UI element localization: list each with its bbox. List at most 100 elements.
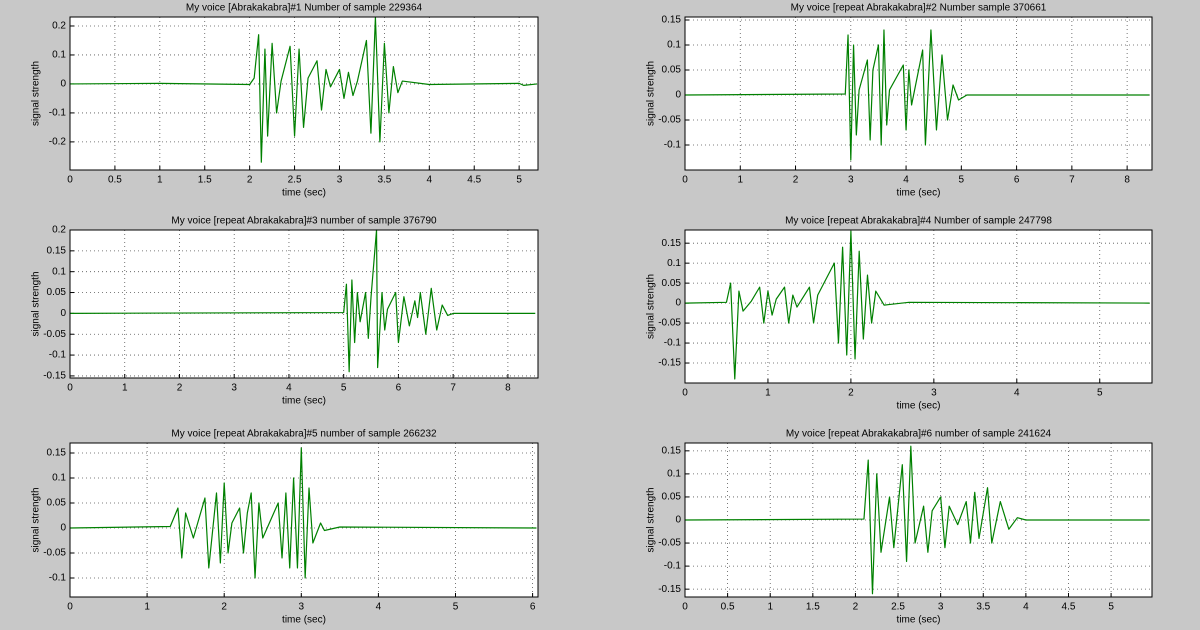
chart-title: My voice [Abrakakabra]#1 Number of sampl… — [186, 3, 423, 14]
x-tick-label: 4 — [1014, 388, 1020, 399]
plot-frame — [684, 229, 1153, 384]
x-tick-label: 7 — [1069, 175, 1075, 186]
plot-frame — [69, 16, 539, 171]
x-tick-label: 6 — [1014, 175, 1020, 186]
x-tick-label: 0 — [67, 383, 73, 394]
x-axis-label: time (sec) — [897, 401, 941, 412]
y-axis-label: signal strength — [31, 487, 42, 552]
y-tick-label: -0.05 — [43, 548, 66, 559]
y-tick-label: 0.05 — [662, 278, 682, 289]
y-tick-label: -0.1 — [49, 573, 67, 584]
y-tick-label: -0.05 — [658, 115, 681, 126]
y-tick-label: -0.1 — [664, 140, 682, 151]
y-tick-label: 0.05 — [47, 498, 67, 509]
x-tick-label: 1 — [122, 383, 128, 394]
x-tick-label: 1 — [144, 602, 150, 613]
x-tick-label: 0.5 — [108, 175, 122, 186]
y-tick-label: 0 — [675, 90, 681, 101]
y-tick-label: -0.1 — [664, 338, 682, 349]
x-tick-label: 5 — [1108, 602, 1114, 613]
y-tick-label: 0.1 — [52, 473, 66, 484]
plot-frame — [684, 16, 1153, 171]
waveform — [684, 445, 1150, 595]
y-tick-label: 0.1 — [667, 40, 681, 51]
x-tick-label: 0.5 — [721, 602, 735, 613]
x-tick-label: 4 — [1023, 602, 1029, 613]
x-tick-label: 0 — [67, 602, 73, 613]
x-tick-label: 1 — [765, 388, 771, 399]
x-tick-label: 3.5 — [377, 175, 391, 186]
x-tick-label: 6 — [530, 602, 536, 613]
y-tick-label: 0 — [675, 298, 681, 309]
x-tick-label: 1 — [767, 602, 773, 613]
x-tick-label: 3 — [848, 175, 854, 186]
y-tick-label: 0 — [60, 523, 66, 534]
waveform — [684, 29, 1150, 161]
x-axis-label: time (sec) — [897, 188, 941, 199]
x-tick-label: 2 — [221, 602, 227, 613]
y-tick-label: -0.2 — [49, 137, 67, 148]
y-tick-label: -0.1 — [49, 350, 67, 361]
chart-title: My voice [repeat Abrakakabra]#4 Number o… — [785, 216, 1052, 227]
y-tick-label: 0.05 — [47, 287, 67, 298]
waveform — [69, 229, 536, 373]
x-tick-label: 3 — [299, 602, 305, 613]
waveform — [684, 230, 1150, 380]
x-tick-label: 1 — [157, 175, 163, 186]
x-tick-label: 1.5 — [806, 602, 820, 613]
y-tick-label: 0.05 — [662, 492, 682, 503]
y-axis-label: signal strength — [646, 274, 657, 339]
y-tick-label: 0.15 — [47, 245, 67, 256]
x-axis-label: time (sec) — [282, 188, 326, 199]
x-tick-label: 5 — [453, 602, 459, 613]
waveform — [69, 16, 538, 163]
chart-title: My voice [repeat Abrakakabra]#2 Number s… — [791, 3, 1047, 14]
plot-frame — [684, 442, 1153, 598]
plot-area — [685, 17, 1152, 170]
x-tick-label: 2 — [853, 602, 859, 613]
x-tick-label: 3 — [931, 388, 937, 399]
x-tick-label: 7 — [450, 383, 456, 394]
x-tick-label: 2 — [177, 383, 183, 394]
plot-area — [70, 17, 538, 170]
y-tick-label: -0.15 — [658, 358, 681, 369]
y-tick-label: 0 — [60, 308, 66, 319]
x-tick-label: 4.5 — [1062, 602, 1076, 613]
y-tick-label: 0.15 — [47, 448, 67, 459]
x-tick-label: 3 — [938, 602, 944, 613]
y-tick-label: 0.15 — [662, 238, 682, 249]
x-tick-label: 4.5 — [467, 175, 481, 186]
plot-frame — [69, 229, 539, 379]
y-axis-label: signal strength — [31, 61, 42, 126]
x-tick-label: 5 — [341, 383, 347, 394]
x-axis-label: time (sec) — [282, 615, 326, 626]
y-tick-label: -0.05 — [43, 329, 66, 340]
y-axis-label: signal strength — [31, 271, 42, 336]
y-tick-label: 0 — [675, 515, 681, 526]
x-tick-label: 3.5 — [976, 602, 990, 613]
y-tick-label: -0.15 — [658, 584, 681, 595]
x-tick-label: 8 — [505, 383, 511, 394]
x-tick-label: 4 — [903, 175, 909, 186]
y-tick-label: 0.05 — [662, 65, 682, 76]
y-tick-label: 0.15 — [662, 15, 682, 26]
x-axis-label: time (sec) — [282, 396, 326, 407]
x-tick-label: 2 — [793, 175, 799, 186]
y-tick-label: 0.2 — [52, 225, 66, 236]
y-tick-label: 0.1 — [667, 469, 681, 480]
plot-area — [685, 230, 1152, 383]
chart-title: My voice [repeat Abrakakabra]#6 number o… — [786, 429, 1052, 440]
x-tick-label: 3 — [337, 175, 343, 186]
y-axis-label: signal strength — [646, 61, 657, 126]
x-tick-label: 2.5 — [891, 602, 905, 613]
y-axis-label: signal strength — [646, 487, 657, 552]
y-tick-label: -0.15 — [43, 371, 66, 382]
x-tick-label: 0 — [682, 602, 688, 613]
y-tick-label: -0.1 — [49, 108, 67, 119]
y-tick-label: -0.1 — [664, 561, 682, 572]
y-tick-label: -0.05 — [658, 318, 681, 329]
x-tick-label: 4 — [286, 383, 292, 394]
x-tick-label: 0 — [682, 175, 688, 186]
x-tick-label: 2 — [247, 175, 253, 186]
x-tick-label: 5 — [1097, 388, 1103, 399]
